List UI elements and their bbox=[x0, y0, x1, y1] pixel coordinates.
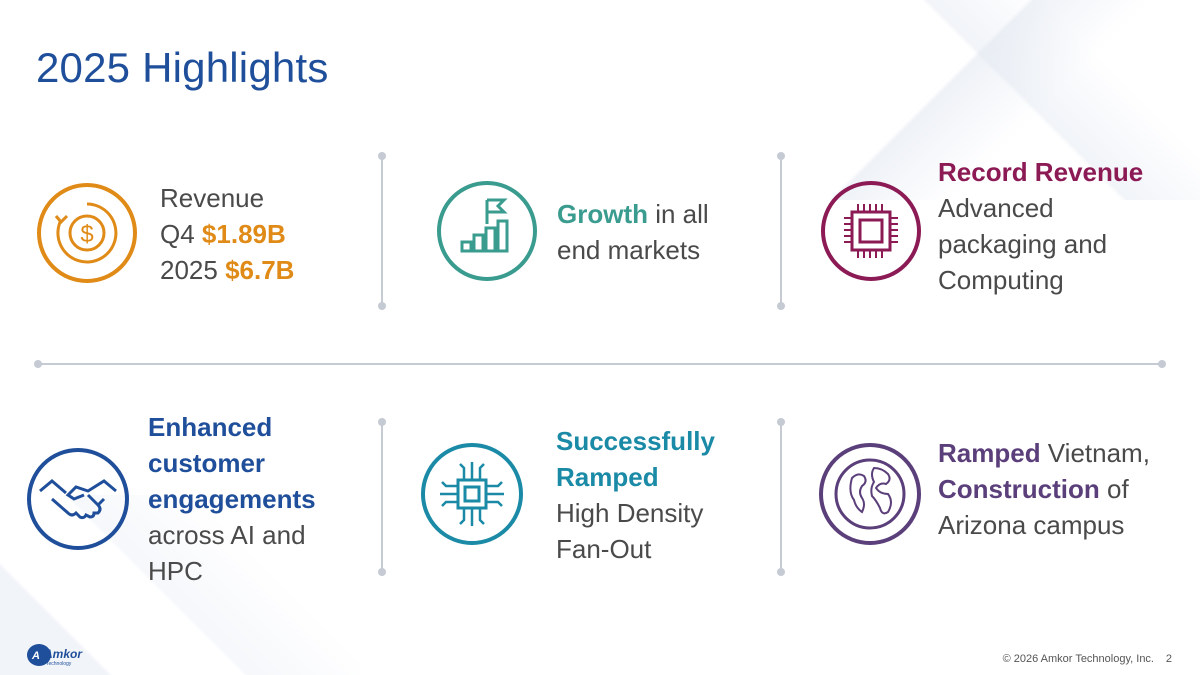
record-line3: packaging and bbox=[938, 229, 1108, 259]
svg-text:A: A bbox=[31, 650, 40, 662]
divider-middle bbox=[34, 360, 1166, 368]
chip-icon bbox=[820, 180, 922, 282]
fanout-h1: Successfully bbox=[556, 426, 715, 456]
revenue-label: Revenue bbox=[160, 183, 265, 213]
vietnam-rest1: Vietnam, bbox=[1040, 438, 1150, 468]
revenue-q4: Q4 $1.89B bbox=[160, 216, 294, 252]
growth-rest1: in all bbox=[648, 199, 709, 229]
growth-line1: Growth in all bbox=[557, 196, 709, 232]
amkor-logo: A Amkor Technology bbox=[26, 642, 98, 673]
logo-text: Amkor bbox=[43, 647, 83, 661]
globe-icon bbox=[818, 442, 922, 546]
circuit-chip-icon bbox=[420, 442, 524, 546]
fanout-line4: Fan-Out bbox=[556, 534, 652, 564]
growth-line2: end markets bbox=[557, 235, 701, 265]
vietnam-line3: Arizona campus bbox=[938, 510, 1125, 540]
fanout-h2: Ramped bbox=[556, 462, 659, 492]
record-line4: Computing bbox=[938, 265, 1064, 295]
vietnam-h2: Construction bbox=[938, 474, 1100, 504]
customer-h3: engagements bbox=[148, 484, 316, 514]
growth-highlight: Growth bbox=[557, 199, 648, 229]
record-highlight: Record Revenue bbox=[938, 157, 1144, 187]
dollar-cycle-icon: $ bbox=[36, 182, 138, 284]
vietnam-h1: Ramped bbox=[938, 438, 1041, 468]
revenue-year-value: $6.7B bbox=[225, 255, 295, 285]
customer-h2: customer bbox=[148, 448, 266, 478]
revenue-text: Revenue Q4 $1.89B 2025 $6.7B bbox=[160, 180, 294, 288]
divider-bottom-2 bbox=[777, 418, 785, 576]
vietnam-rest2: of bbox=[1099, 474, 1129, 504]
customer-h1: Enhanced bbox=[148, 412, 273, 442]
record-line2: Advanced bbox=[938, 193, 1054, 223]
handshake-icon bbox=[26, 447, 130, 551]
customer-line5: HPC bbox=[148, 556, 203, 586]
svg-text:$: $ bbox=[80, 221, 93, 248]
divider-top-1 bbox=[378, 152, 386, 310]
revenue-q4-label: Q4 bbox=[160, 219, 202, 249]
growth-text: Growth in all end markets bbox=[557, 196, 709, 268]
divider-bottom-1 bbox=[378, 418, 386, 576]
revenue-year: 2025 $6.7B bbox=[160, 252, 294, 288]
growth-bars-flag-icon bbox=[436, 180, 538, 282]
record-text: Record Revenue Advanced packaging and Co… bbox=[938, 154, 1143, 298]
revenue-year-label: 2025 bbox=[160, 255, 226, 285]
customer-line4: across AI and bbox=[148, 520, 306, 550]
vietnam-line2: Construction of bbox=[938, 471, 1150, 507]
copyright: © 2026 Amkor Technology, Inc. bbox=[1002, 653, 1154, 665]
fanout-text: Successfully Ramped High Density Fan-Out bbox=[556, 423, 715, 567]
fanout-line3: High Density bbox=[556, 498, 704, 528]
logo-subtext: Technology bbox=[46, 661, 72, 667]
slide-title: 2025 Highlights bbox=[36, 44, 329, 91]
vietnam-text: Ramped Vietnam, Construction of Arizona … bbox=[938, 435, 1150, 543]
customer-text: Enhanced customer engagements across AI … bbox=[148, 409, 316, 589]
page-number: 2 bbox=[1165, 653, 1172, 665]
divider-top-2 bbox=[777, 152, 785, 310]
revenue-q4-value: $1.89B bbox=[201, 219, 286, 249]
vietnam-line1: Ramped Vietnam, bbox=[938, 435, 1150, 471]
